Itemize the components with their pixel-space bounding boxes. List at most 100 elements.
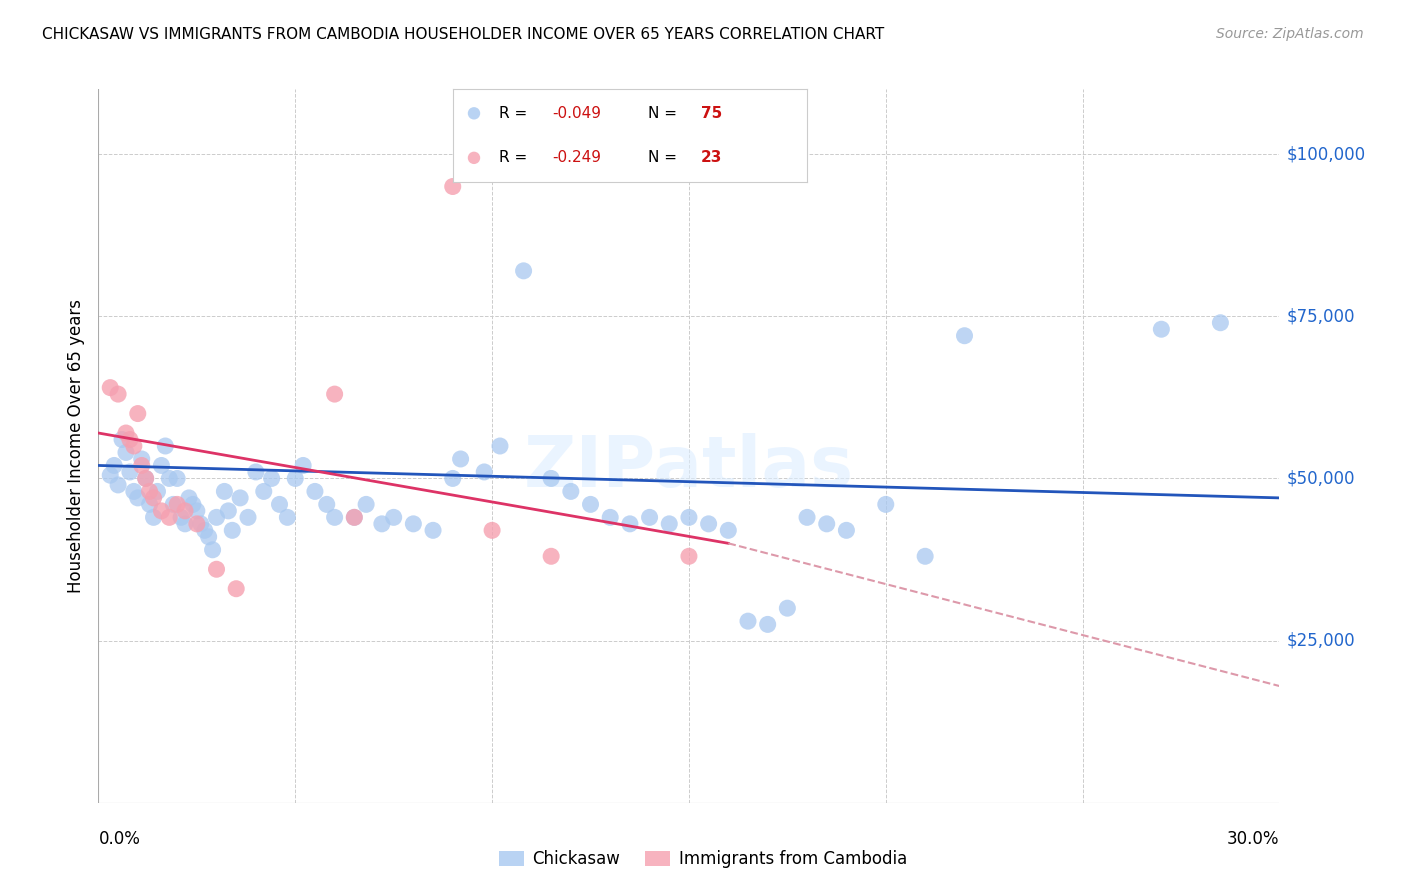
Point (276, 510, 298, 524)
Point (292, 458, 315, 473)
Text: 0.0%: 0.0% (98, 830, 141, 847)
Point (875, 497, 897, 511)
Point (118, 433, 141, 447)
Point (402, 516, 425, 531)
Point (717, 524, 740, 538)
Point (138, 484, 160, 499)
Point (323, 510, 346, 524)
Point (304, 484, 326, 499)
Point (122, 439, 145, 453)
Point (127, 407, 149, 421)
Point (472, 465, 495, 479)
Point (815, 516, 838, 531)
Point (186, 504, 208, 518)
Point (135, 471, 157, 485)
Point (371, 516, 394, 531)
Point (150, 504, 173, 518)
Text: $25,000: $25,000 (1286, 632, 1355, 649)
Text: Source: ZipAtlas.com: Source: ZipAtlas.com (1216, 27, 1364, 41)
Point (658, 516, 681, 531)
Point (174, 516, 197, 531)
Point (441, 471, 464, 485)
Point (197, 530, 219, 544)
Point (579, 497, 602, 511)
Point (756, 617, 779, 632)
Text: $100,000: $100,000 (1286, 145, 1365, 163)
Point (489, 439, 512, 453)
Point (131, 458, 153, 473)
Point (118, 465, 141, 479)
Point (481, 524, 503, 538)
Point (177, 491, 200, 505)
Point (107, 387, 129, 401)
Point (162, 497, 184, 511)
Point (135, 471, 157, 485)
Point (170, 510, 193, 524)
Point (737, 614, 759, 628)
Point (284, 471, 307, 485)
Point (1150, 322, 1173, 336)
Point (450, 452, 472, 467)
Point (540, 471, 562, 485)
Point (166, 497, 188, 511)
Point (776, 601, 799, 615)
Point (146, 484, 169, 499)
Point (953, 328, 976, 343)
Point (343, 510, 366, 524)
Point (323, 387, 346, 401)
Point (599, 510, 621, 524)
Y-axis label: Householder Income Over 65 years: Householder Income Over 65 years (66, 299, 84, 593)
Point (796, 510, 818, 524)
Point (127, 491, 149, 505)
Point (107, 478, 129, 492)
Point (260, 471, 283, 485)
Point (638, 510, 661, 524)
Point (115, 445, 138, 459)
Point (194, 524, 217, 538)
Point (142, 510, 165, 524)
Point (914, 549, 936, 564)
Point (122, 484, 145, 499)
Point (678, 510, 700, 524)
Point (540, 549, 562, 564)
Point (422, 524, 444, 538)
Point (560, 484, 582, 499)
Point (111, 433, 134, 447)
Point (678, 549, 700, 564)
Point (142, 491, 165, 505)
Point (253, 484, 276, 499)
Point (236, 510, 259, 524)
Point (512, 264, 534, 278)
Point (103, 458, 125, 473)
Point (205, 510, 228, 524)
Point (115, 425, 138, 440)
Point (441, 179, 464, 194)
Legend: Chickasaw, Immigrants from Cambodia: Chickasaw, Immigrants from Cambodia (492, 844, 914, 875)
Point (835, 524, 858, 538)
Point (225, 582, 247, 596)
Point (138, 497, 160, 511)
Point (269, 497, 291, 511)
Point (186, 516, 208, 531)
Point (201, 542, 224, 557)
Point (382, 510, 405, 524)
Text: $50,000: $50,000 (1286, 469, 1355, 487)
Point (205, 562, 228, 576)
Point (217, 504, 239, 518)
Point (166, 471, 188, 485)
Point (229, 491, 252, 505)
Point (354, 497, 377, 511)
Point (181, 497, 204, 511)
Point (150, 458, 173, 473)
Point (157, 510, 180, 524)
Point (157, 471, 180, 485)
Point (221, 524, 243, 538)
Point (315, 497, 337, 511)
Point (343, 510, 366, 524)
Text: ZIPatlas: ZIPatlas (524, 433, 853, 502)
Text: CHICKASAW VS IMMIGRANTS FROM CAMBODIA HOUSEHOLDER INCOME OVER 65 YEARS CORRELATI: CHICKASAW VS IMMIGRANTS FROM CAMBODIA HO… (42, 27, 884, 42)
Point (98, 468, 121, 483)
Point (98, 381, 121, 395)
Point (190, 516, 212, 531)
Point (174, 504, 197, 518)
